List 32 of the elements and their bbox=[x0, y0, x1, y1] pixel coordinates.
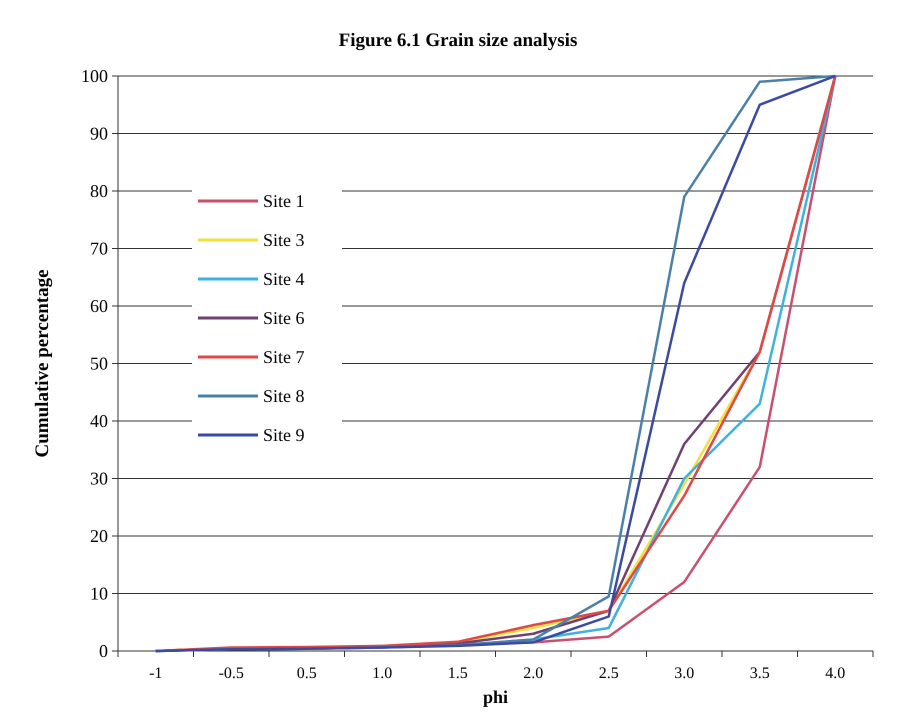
y-axis-title: Cumulative percentage bbox=[32, 269, 53, 458]
legend-label: Site 3 bbox=[263, 230, 305, 250]
x-tick-label: 1.5 bbox=[448, 665, 468, 682]
y-tick-label: 30 bbox=[90, 468, 108, 488]
x-tick-label: -1 bbox=[149, 665, 162, 682]
legend-label: Site 7 bbox=[263, 347, 305, 367]
y-tick-label: 60 bbox=[90, 296, 108, 316]
legend-label: Site 8 bbox=[263, 386, 305, 406]
x-tick-label: 1.0 bbox=[372, 665, 392, 682]
y-tick-label: 70 bbox=[90, 238, 108, 258]
y-tick-label: 50 bbox=[90, 354, 108, 374]
legend-label: Site 9 bbox=[263, 425, 305, 445]
y-tick-label: 90 bbox=[90, 124, 108, 144]
legend-label: Site 4 bbox=[263, 269, 305, 289]
x-tick-label: -0.5 bbox=[218, 665, 244, 682]
y-tick-label: 80 bbox=[90, 181, 108, 201]
x-axis-title: phi bbox=[482, 687, 508, 707]
x-tick-label: 4.0 bbox=[825, 665, 846, 682]
x-tick-label: 0.5 bbox=[296, 665, 317, 682]
chart-title: Figure 6.1 Grain size analysis bbox=[338, 30, 578, 51]
y-tick-label: 40 bbox=[90, 411, 108, 431]
y-tick-label: 10 bbox=[90, 584, 108, 604]
x-tick-label: 2.0 bbox=[523, 665, 544, 682]
legend-label: Site 6 bbox=[263, 308, 305, 328]
x-tick-label: 2.5 bbox=[598, 665, 619, 682]
legend-label: Site 1 bbox=[263, 191, 305, 211]
line-series bbox=[154, 74, 836, 652]
y-tick-label: 100 bbox=[81, 66, 108, 86]
y-tick-label: 0 bbox=[99, 641, 108, 661]
x-tick-label: 3.0 bbox=[674, 665, 694, 682]
y-tick-label: 20 bbox=[90, 526, 108, 546]
x-tick-label: 3.5 bbox=[750, 665, 770, 682]
